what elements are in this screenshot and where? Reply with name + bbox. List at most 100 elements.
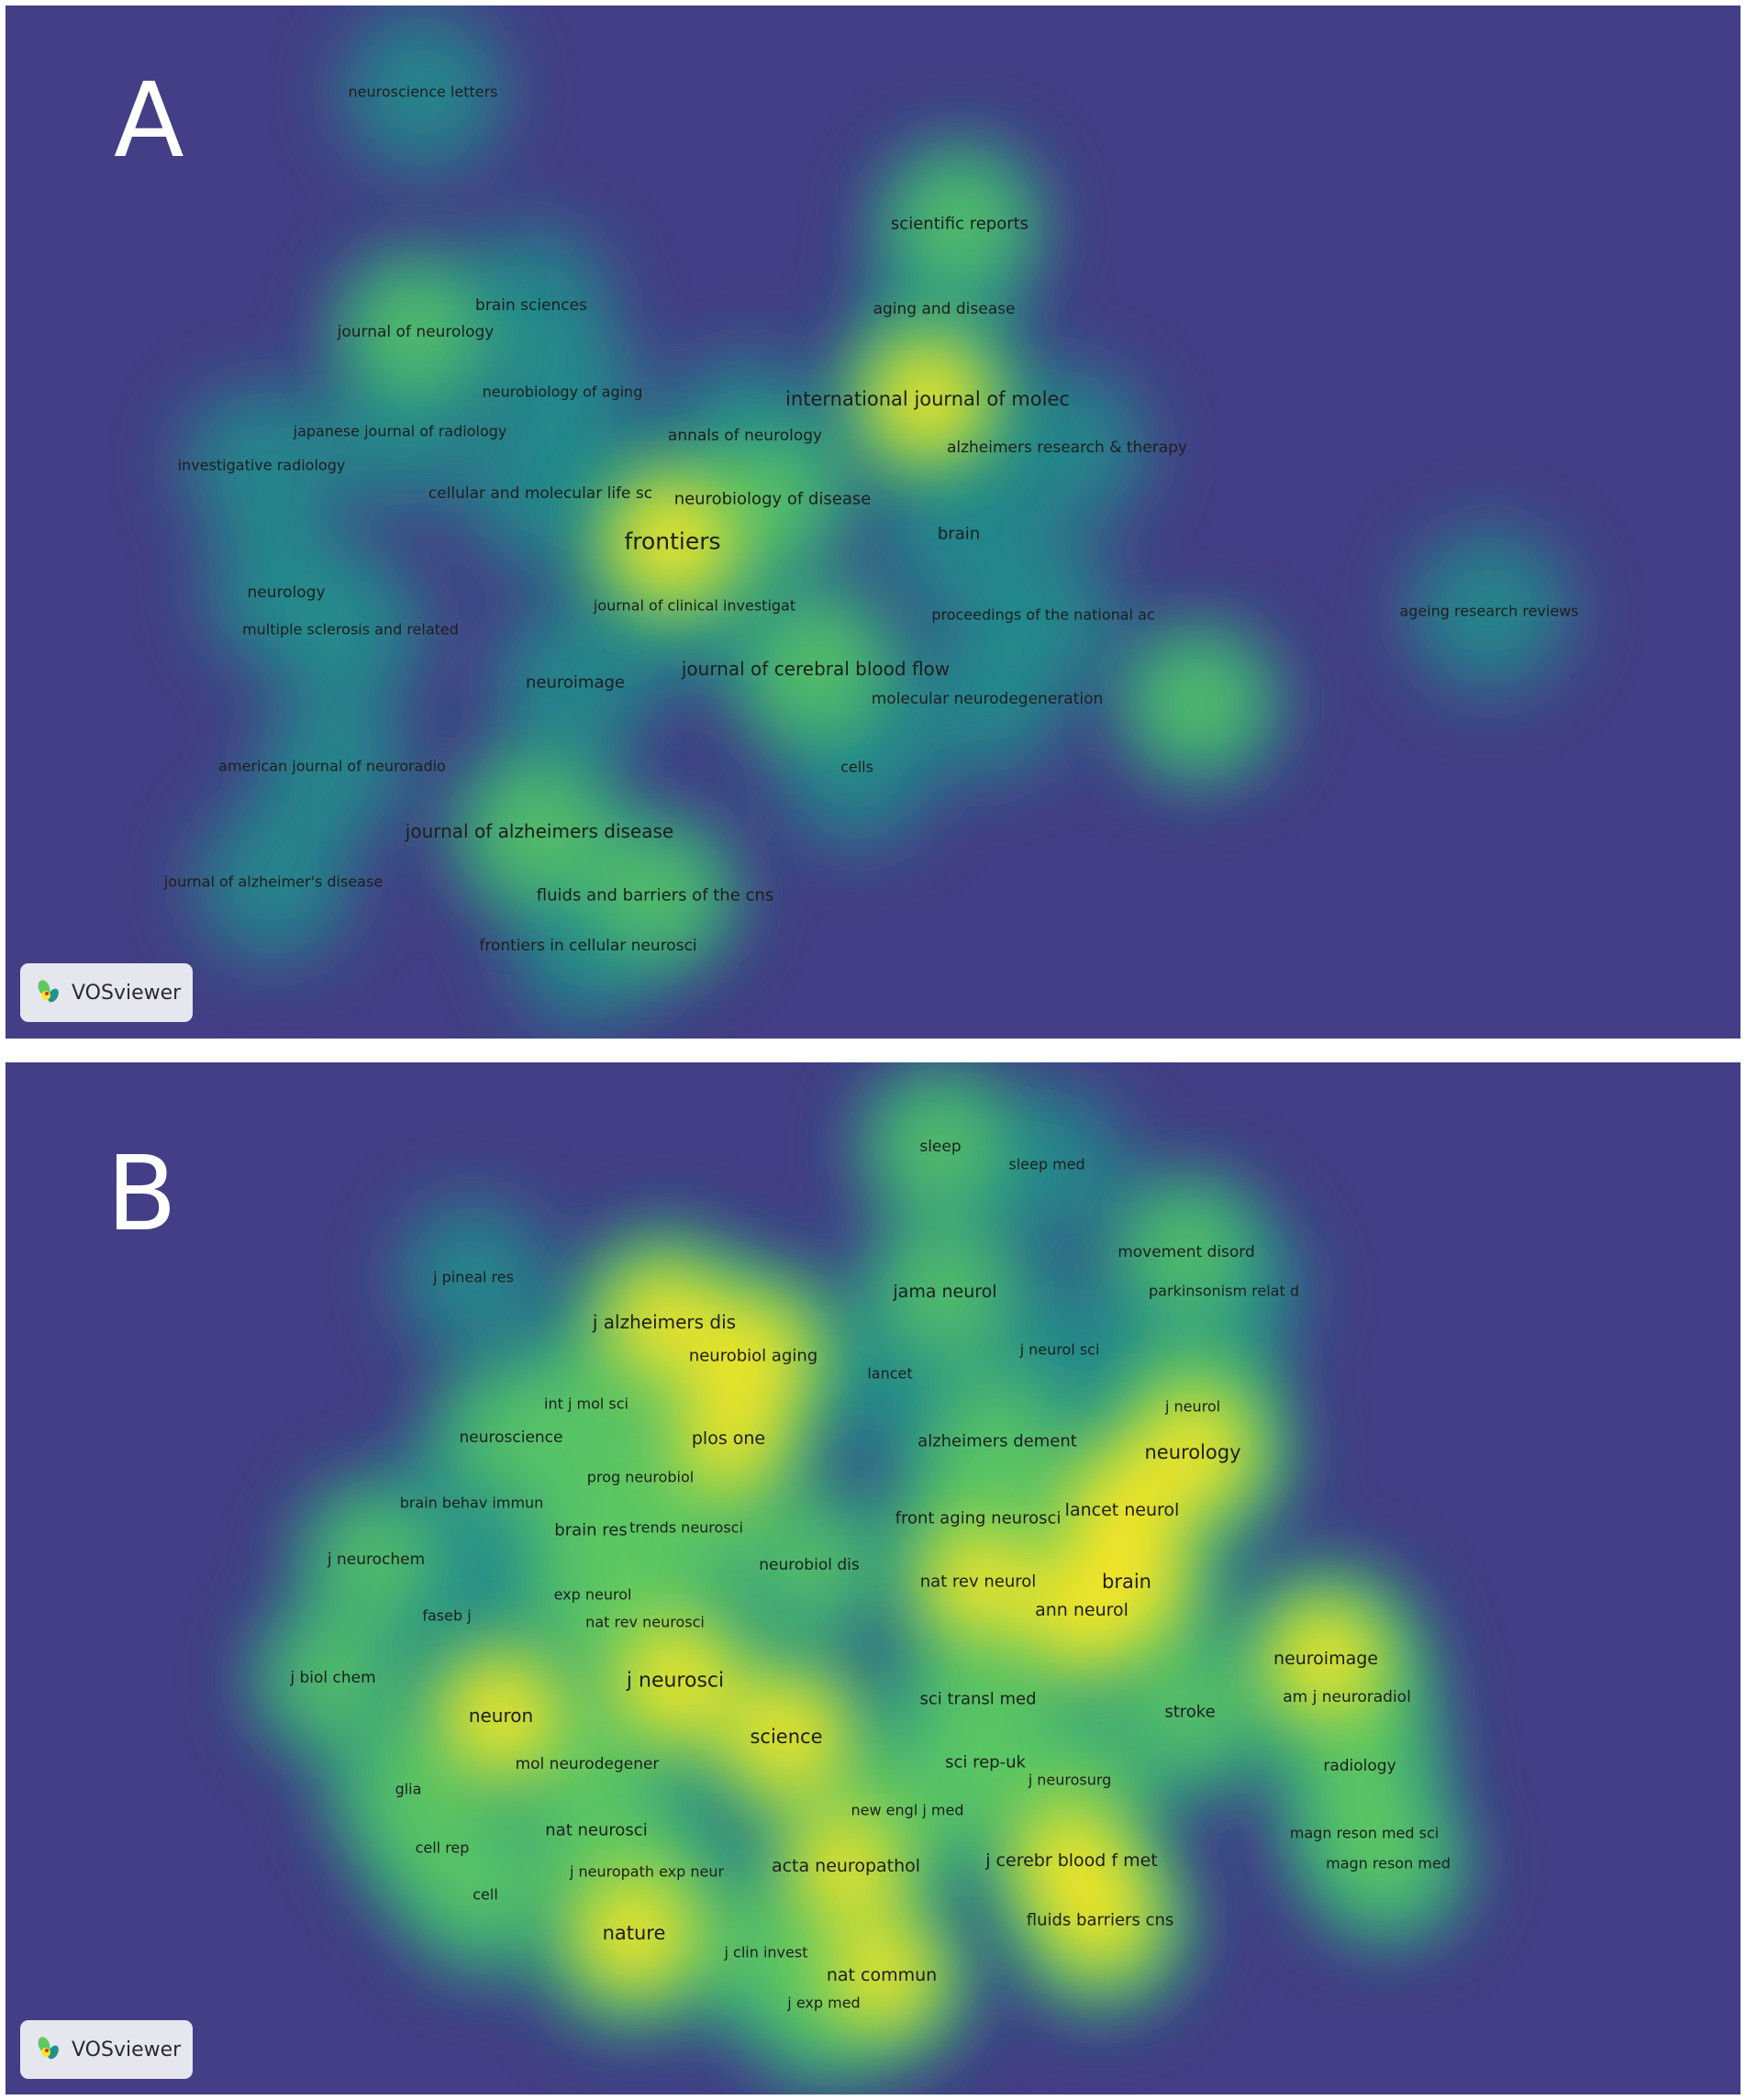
journal-label[interactable]: aging and disease (873, 300, 1016, 318)
journal-label[interactable]: ann neurol (1035, 1600, 1129, 1620)
density-blob (448, 1374, 574, 1501)
journal-label[interactable]: american journal of neuroradio (218, 757, 446, 775)
journal-label[interactable]: sleep (919, 1138, 962, 1156)
journal-label[interactable]: cell rep (415, 1839, 470, 1857)
journal-label[interactable]: int j mol sci (544, 1394, 628, 1413)
journal-label[interactable]: proceedings of the national ac (931, 606, 1155, 624)
journal-label[interactable]: molecular neurodegeneration (871, 690, 1104, 708)
journal-label[interactable]: neurobiol aging (688, 1346, 818, 1366)
journal-label[interactable]: parkinsonism relat d (1149, 1282, 1299, 1300)
journal-label[interactable]: fluids and barriers of the cns (536, 885, 774, 906)
journal-label[interactable]: jama neurol (893, 1282, 997, 1302)
journal-label[interactable]: exp neurol (553, 1585, 632, 1604)
journal-label[interactable]: acta neuropathol (771, 1856, 921, 1876)
journal-label[interactable]: j neurosci (626, 1669, 725, 1693)
journal-label[interactable]: j cerebr blood f met (985, 1850, 1158, 1871)
journal-label[interactable]: alzheimers dement (917, 1431, 1077, 1451)
journal-label[interactable]: mol neurodegener (515, 1755, 660, 1773)
journal-label[interactable]: nature (602, 1922, 666, 1944)
journal-label[interactable]: fluids barriers cns (1026, 1910, 1174, 1930)
journal-label[interactable]: brain behav immun (399, 1494, 544, 1512)
journal-label[interactable]: radiology (1323, 1757, 1396, 1775)
journal-label[interactable]: magn reson med sci (1289, 1824, 1440, 1842)
journal-label[interactable]: j exp med (787, 1994, 861, 2012)
journal-label[interactable]: glia (395, 1780, 422, 1798)
vosviewer-badge-b[interactable]: VOSviewer (20, 2020, 193, 2079)
journal-label[interactable]: neuroimage (526, 672, 625, 693)
journal-label[interactable]: neurology (1144, 1441, 1241, 1463)
journal-label[interactable]: nat neurosci (545, 1820, 648, 1840)
journal-label[interactable]: j neurosurg (1028, 1771, 1112, 1789)
journal-label[interactable]: prog neurobiol (586, 1468, 695, 1486)
journal-label[interactable]: investigative radiology (177, 456, 346, 474)
journal-label[interactable]: journal of neurology (337, 323, 495, 341)
journal-label[interactable]: journal of cerebral blood flow (681, 658, 951, 680)
journal-label[interactable]: faseb j (422, 1606, 472, 1625)
density-blob (1137, 641, 1260, 764)
journal-label[interactable]: j biol chem (290, 1669, 376, 1687)
panel-letter-b: B (106, 1135, 177, 1254)
journal-label[interactable]: j neurol sci (1019, 1340, 1100, 1359)
journal-label[interactable]: j neuropath exp neur (569, 1862, 725, 1881)
journal-label[interactable]: j alzheimers dis (592, 1311, 737, 1333)
journal-label[interactable]: neuroscience (459, 1428, 563, 1447)
journal-label[interactable]: j pineal res (433, 1268, 514, 1286)
journal-label[interactable]: movement disord (1118, 1243, 1255, 1261)
journal-label[interactable]: j neurochem (327, 1550, 426, 1569)
journal-label[interactable]: cellular and molecular life sc (428, 484, 653, 503)
journal-label[interactable]: nat rev neurosci (585, 1613, 705, 1631)
journal-label[interactable]: lancet (867, 1364, 913, 1383)
journal-label[interactable]: brain res (554, 1520, 628, 1540)
density-blob (273, 552, 428, 706)
journal-label[interactable]: journal of alzheimer's disease (163, 872, 384, 891)
journal-label[interactable]: nat commun (826, 1965, 938, 1985)
journal-label[interactable]: neuroimage (1273, 1649, 1378, 1669)
density-map-panel-a: neuroscience letters scientific reports br… (6, 6, 1740, 1039)
journal-label[interactable]: cells (840, 758, 873, 776)
density-blob (576, 1875, 692, 1991)
journal-label[interactable]: new engl j med (851, 1801, 964, 1819)
journal-label[interactable]: international journal of molec (785, 388, 1070, 410)
journal-label[interactable]: brain (1102, 1571, 1151, 1593)
density-blob (615, 483, 730, 599)
journal-label[interactable]: science (750, 1726, 823, 1748)
journal-label[interactable]: journal of alzheimers disease (405, 820, 674, 842)
journal-label[interactable]: neuron (468, 1705, 534, 1727)
journal-label[interactable]: sleep med (1008, 1155, 1085, 1173)
journal-label[interactable]: trends neurosci (629, 1518, 743, 1537)
journal-label[interactable]: stroke (1164, 1702, 1216, 1722)
journal-label[interactable]: japanese journal of radiology (293, 422, 507, 440)
journal-label[interactable]: annals of neurology (667, 427, 823, 445)
density-blob (323, 354, 477, 508)
journal-label[interactable]: journal of clinical investigat (593, 596, 796, 615)
journal-label[interactable]: neuroscience letters (348, 83, 498, 101)
journal-label[interactable]: ageing research reviews (1399, 602, 1579, 620)
journal-label[interactable]: am j neuroradiol (1283, 1688, 1411, 1706)
density-blob (592, 832, 718, 959)
journal-label[interactable]: sci transl med (919, 1689, 1037, 1709)
vosviewer-brand-text: VOSviewer (72, 2038, 182, 2061)
journal-label[interactable]: cell (473, 1885, 498, 1904)
journal-label[interactable]: j neurol (1164, 1397, 1221, 1416)
journal-label[interactable]: front aging neurosci (895, 1508, 1062, 1528)
journal-label[interactable]: multiple sclerosis and related (242, 620, 459, 639)
journal-label[interactable]: neurobiol dis (759, 1556, 860, 1574)
density-blob (617, 1623, 733, 1739)
journal-label[interactable]: alzheimers research & therapy (946, 439, 1188, 457)
journal-label[interactable]: frontiers (624, 528, 721, 555)
journal-label[interactable]: plos one (691, 1428, 766, 1449)
journal-label[interactable]: lancet neurol (1064, 1500, 1180, 1520)
vosviewer-badge-a[interactable]: VOSviewer (20, 963, 193, 1022)
density-blob (793, 1813, 899, 1919)
journal-label[interactable]: j clin invest (724, 1943, 808, 1961)
journal-label[interactable]: scientific reports (890, 214, 1029, 234)
journal-label[interactable]: neurobiology of aging (482, 383, 643, 401)
journal-label[interactable]: frontiers in cellular neurosci (479, 937, 697, 955)
journal-label[interactable]: neurobiology of disease (673, 489, 872, 509)
journal-label[interactable]: magn reson med (1326, 1854, 1451, 1872)
journal-label[interactable]: brain sciences (475, 296, 587, 315)
journal-label[interactable]: brain (937, 524, 981, 544)
journal-label[interactable]: neurology (247, 583, 326, 602)
journal-label[interactable]: nat rev neurol (919, 1572, 1037, 1592)
journal-label[interactable]: sci rep-uk (945, 1752, 1026, 1772)
